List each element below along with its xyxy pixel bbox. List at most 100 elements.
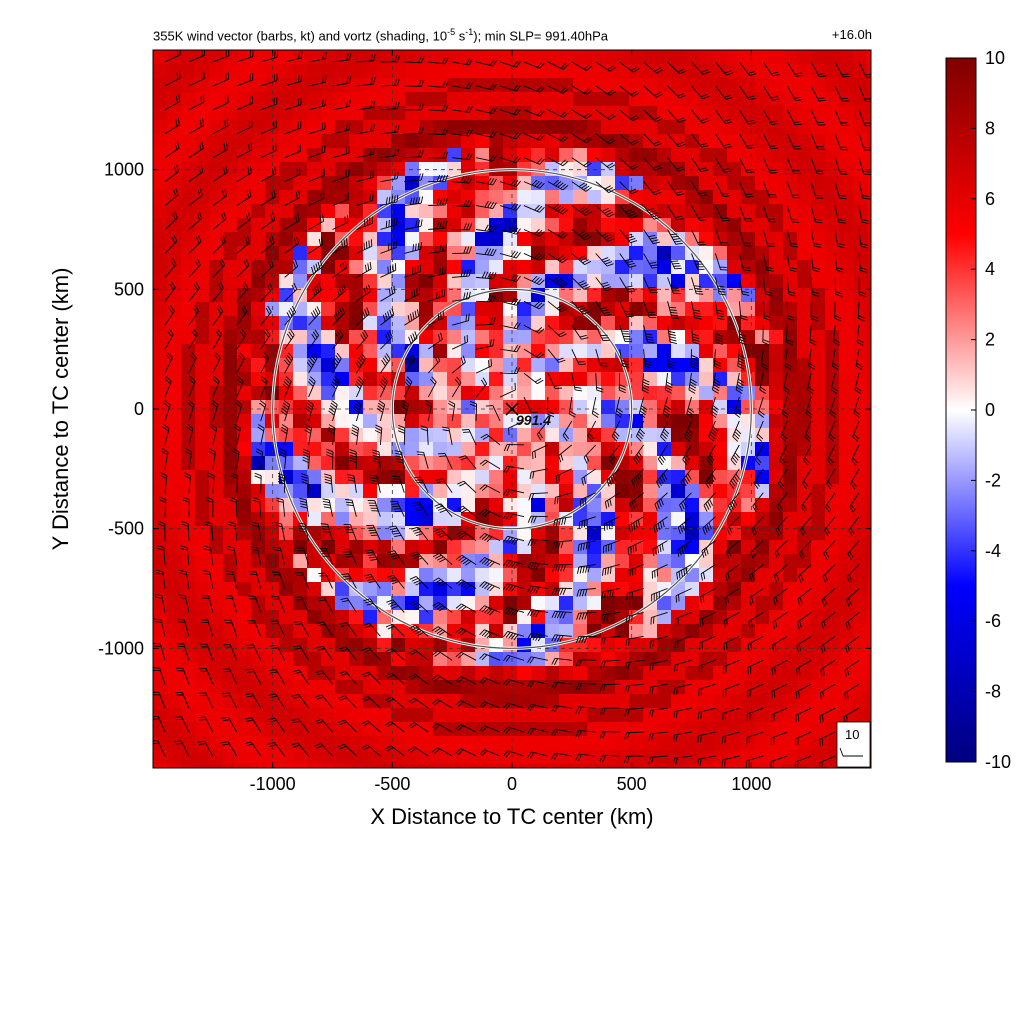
vorticity-cell xyxy=(503,148,518,163)
vorticity-cell xyxy=(475,120,490,135)
vorticity-cell xyxy=(853,400,868,415)
vorticity-cell xyxy=(671,246,686,261)
wind-barb xyxy=(236,311,248,326)
wind-barb-feather xyxy=(169,283,175,291)
vorticity-cell xyxy=(489,232,504,247)
wind-barb-feather xyxy=(592,410,599,416)
wind-barb-feather xyxy=(217,328,223,335)
wind-barb-feather xyxy=(551,658,556,665)
vorticity-cell xyxy=(447,736,462,751)
wind-barb-feather xyxy=(253,499,261,503)
vorticity-cell xyxy=(405,358,420,373)
vorticity-cell xyxy=(293,330,308,345)
vorticity-cell xyxy=(643,470,658,485)
wind-barb xyxy=(507,559,525,565)
wind-barb-feather xyxy=(195,236,200,244)
vorticity-cell xyxy=(251,610,266,625)
vorticity-cell xyxy=(181,260,196,275)
vorticity-cell xyxy=(251,148,266,163)
wind-barb-feather xyxy=(389,603,397,607)
vorticity-cell xyxy=(643,498,658,513)
vorticity-cell xyxy=(167,512,182,527)
wind-barb-feather xyxy=(630,215,638,219)
wind-barb xyxy=(558,444,573,456)
vorticity-cell xyxy=(209,120,224,135)
vorticity-cell xyxy=(251,92,266,107)
vorticity-cell xyxy=(153,232,168,247)
wind-barb xyxy=(260,126,277,135)
vorticity-cell xyxy=(461,596,476,611)
vorticity-cell xyxy=(377,582,392,597)
vorticity-cell xyxy=(601,722,616,737)
vorticity-cell xyxy=(685,722,700,737)
vorticity-cell xyxy=(783,414,798,429)
wind-barb xyxy=(236,242,250,254)
vorticity-cell xyxy=(335,610,350,625)
wind-barb-feather xyxy=(510,538,516,545)
vorticity-cell xyxy=(839,498,854,513)
wind-barb-feather xyxy=(560,135,567,141)
wind-barb-feather xyxy=(293,696,301,699)
wind-barb-feather xyxy=(559,232,566,238)
wind-barb-feather xyxy=(582,234,590,239)
wind-barb-feather xyxy=(601,232,609,237)
vorticity-cell xyxy=(167,484,182,499)
vorticity-cell xyxy=(531,50,546,65)
vorticity-cell xyxy=(643,610,658,625)
wind-barb-feather xyxy=(387,266,389,274)
wind-barb-feather xyxy=(551,634,556,642)
vorticity-cell xyxy=(643,526,658,541)
wind-barb-feather xyxy=(293,282,298,290)
vorticity-cell xyxy=(671,50,686,65)
vorticity-cell xyxy=(489,680,504,695)
vorticity-cell xyxy=(377,274,392,289)
wind-barb-feather xyxy=(561,258,569,264)
vorticity-cell xyxy=(377,694,392,709)
vorticity-cell xyxy=(769,442,784,457)
wind-barb-feather xyxy=(557,206,564,212)
wind-barb xyxy=(611,420,621,437)
vorticity-cell xyxy=(475,400,490,415)
wind-barb-feather xyxy=(382,376,388,382)
wind-barb-feather xyxy=(529,633,535,640)
wind-barb xyxy=(332,312,345,326)
vorticity-cell xyxy=(405,722,420,737)
wind-barb-feather xyxy=(531,493,535,501)
vorticity-cell xyxy=(475,736,490,751)
vorticity-cell xyxy=(489,596,504,611)
wind-barb-feather xyxy=(343,551,351,553)
wind-barb-feather xyxy=(562,233,569,239)
vorticity-cell xyxy=(727,120,742,135)
vorticity-cell xyxy=(279,106,294,121)
wind-barb-feather xyxy=(322,52,325,60)
vorticity-cell xyxy=(293,750,308,765)
wind-barb xyxy=(260,219,275,230)
vorticity-cell xyxy=(573,554,588,569)
vorticity-cell xyxy=(797,50,812,65)
wind-barb xyxy=(499,389,516,398)
wind-barb xyxy=(547,181,563,191)
vorticity-cell xyxy=(699,428,714,443)
wind-barb xyxy=(602,659,620,662)
vorticity-cell xyxy=(531,330,546,345)
vorticity-cell xyxy=(797,106,812,121)
wind-barb-feather xyxy=(369,474,377,477)
wind-barb-feather xyxy=(393,508,401,510)
wind-barb xyxy=(284,266,298,278)
vorticity-cell xyxy=(755,204,770,219)
vorticity-cell xyxy=(391,722,406,737)
vorticity-cell xyxy=(461,274,476,289)
vorticity-cell xyxy=(573,568,588,583)
wind-barb xyxy=(260,288,273,302)
vorticity-cell xyxy=(405,50,420,65)
vorticity-cell xyxy=(377,442,392,457)
vorticity-cell xyxy=(713,78,728,93)
wind-barb-feather xyxy=(255,451,263,456)
wind-barb xyxy=(578,753,596,757)
wind-barb-feather xyxy=(575,683,580,690)
vorticity-cell xyxy=(321,750,336,765)
wind-barb xyxy=(188,264,201,278)
vorticity-cell xyxy=(489,470,504,485)
vorticity-cell xyxy=(167,610,182,625)
wind-barb-feather xyxy=(412,501,420,505)
